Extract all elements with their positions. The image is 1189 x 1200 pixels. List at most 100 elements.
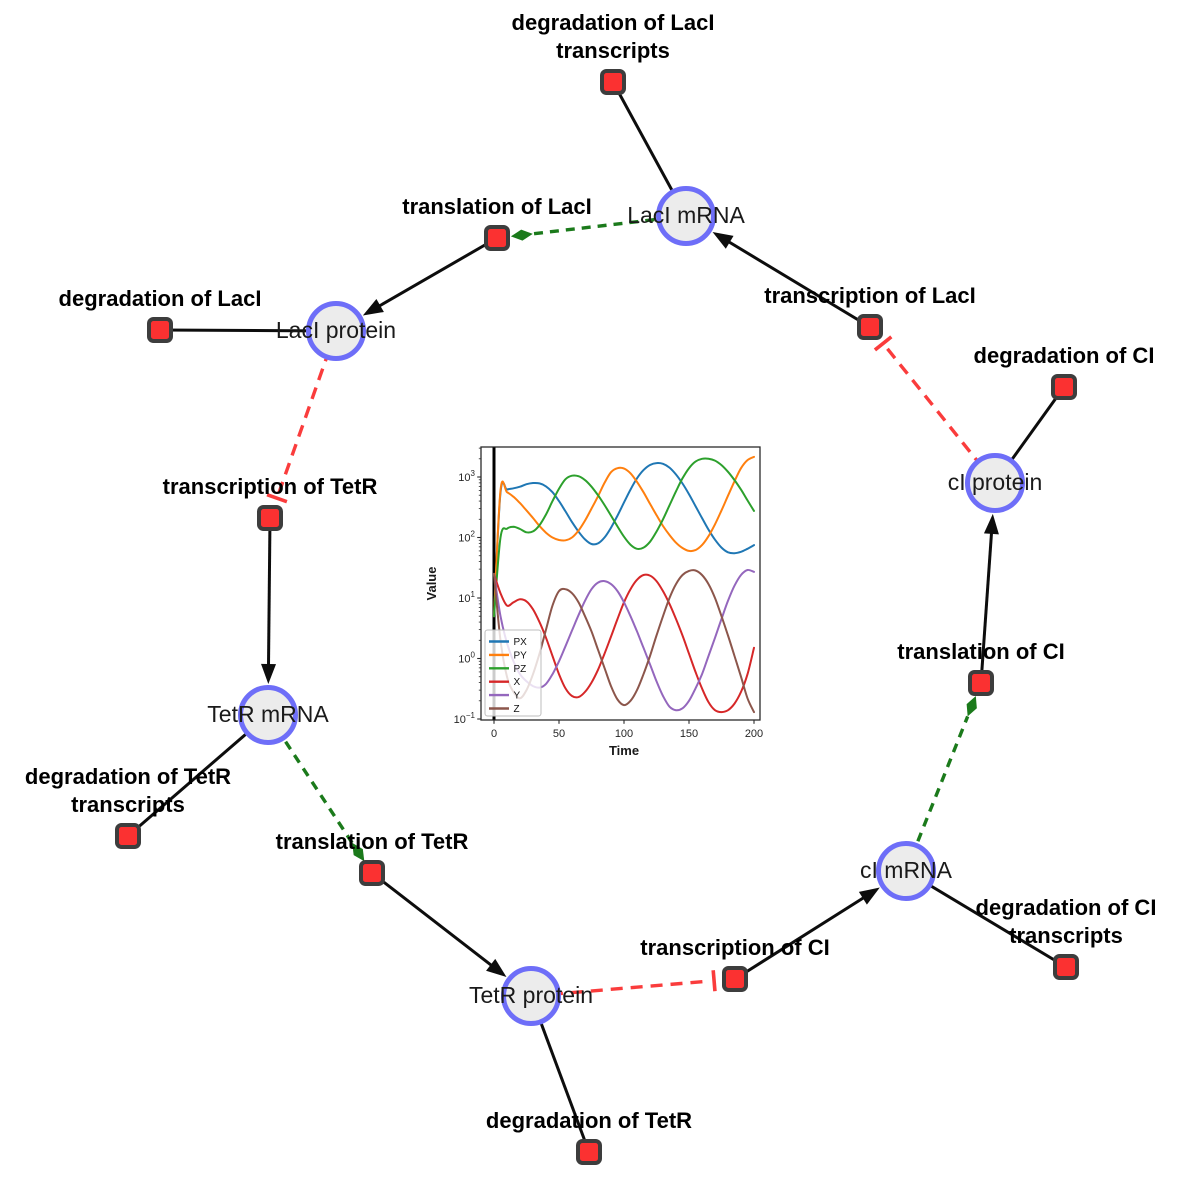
species-label-laci_protein: LacI protein — [276, 317, 396, 343]
arrow-head — [858, 887, 880, 905]
reaction-label-deg_ci: degradation of CI — [974, 343, 1155, 368]
arrow-head — [712, 232, 734, 249]
reaction-label-tx_ci: transcription of CI — [640, 935, 829, 960]
species-label-tetr_protein: TetR protein — [469, 982, 593, 1008]
modifier-diamond — [966, 696, 977, 717]
production-edge-line — [723, 237, 871, 329]
legend-label-Z: Z — [514, 704, 520, 715]
edge-tx_tetr-tetr_mrna — [261, 517, 277, 685]
arrow-head — [261, 663, 277, 685]
consumption-edge-line — [127, 713, 269, 838]
y-tick-label: 10−1 — [454, 711, 476, 726]
legend-label-X: X — [514, 677, 521, 688]
reaction-label-deg_tetr_tx: transcripts — [71, 792, 185, 817]
series-curve-PX — [493, 462, 755, 618]
series-curve-PY — [493, 455, 755, 618]
y-axis-title: Value — [424, 567, 439, 601]
reaction-label-tx_laci: transcription of LacI — [764, 283, 975, 308]
edge-ci_mrna-deg_ci_tx — [905, 869, 1067, 969]
production-edge-line — [371, 871, 497, 970]
y-tick-label: 100 — [458, 651, 475, 666]
nodes-layer — [115, 69, 1079, 1165]
plot-axes-frame — [480, 446, 761, 721]
reaction-node-deg_laci_tx[interactable] — [600, 69, 626, 95]
production-edge-line — [374, 236, 498, 310]
edge-tx_laci-laci_mrna — [712, 232, 871, 329]
y-tick-label: 103 — [458, 469, 475, 484]
edge-laci_mrna-transl_laci — [510, 214, 687, 241]
modifier-diamond — [352, 842, 365, 862]
modifier-diamond — [510, 229, 533, 241]
species-node-ci_mrna[interactable] — [876, 841, 936, 901]
edge-tetr_mrna-transl_tetr — [266, 714, 365, 862]
species-label-laci_mrna: LacI mRNA — [627, 202, 745, 228]
reaction-node-deg_laci[interactable] — [147, 317, 173, 343]
species-node-laci_protein[interactable] — [306, 301, 366, 361]
edge-transl_ci-ci_protein — [979, 513, 999, 684]
production-edge-line — [734, 893, 869, 981]
series-curve-PZ — [493, 457, 755, 618]
edge-transl_tetr-tetr_protein — [371, 871, 507, 978]
inhibitor-tee — [711, 970, 717, 992]
reaction-label-deg_laci_tx: degradation of LacI — [512, 10, 715, 35]
x-tick-label: 150 — [680, 728, 698, 740]
species-label-ci_protein: cI protein — [948, 469, 1043, 495]
reaction-node-tx_laci[interactable] — [857, 314, 883, 340]
reaction-node-deg_ci[interactable] — [1051, 374, 1077, 400]
reaction-node-transl_tetr[interactable] — [359, 860, 385, 886]
x-tick-label: 0 — [491, 728, 497, 740]
plot-legend: PX PY PZ XYZ — [484, 629, 542, 717]
edges-layer — [127, 81, 1067, 1153]
legend-label-Y: Y — [514, 691, 521, 702]
y-tick-label: 101 — [458, 590, 475, 605]
reaction-node-transl_laci[interactable] — [484, 225, 510, 251]
species-node-tetr_protein[interactable] — [501, 966, 561, 1026]
reaction-node-deg_tetr_tx[interactable] — [115, 823, 141, 849]
reaction-label-transl_laci: translation of LacI — [402, 194, 591, 219]
reaction-label-transl_ci: translation of CI — [897, 639, 1064, 664]
x-tick-label: 100 — [615, 728, 633, 740]
reaction-label-deg_ci_tx: transcripts — [1009, 923, 1123, 948]
reaction-label-tx_tetr: transcription of TetR — [163, 474, 378, 499]
reaction-label-deg_tetr: degradation of TetR — [486, 1108, 692, 1133]
reaction-label-deg_laci_tx: transcripts — [556, 38, 670, 63]
modifier-edge-line — [532, 214, 687, 236]
arrow-head — [983, 513, 999, 535]
consumption-edge-line — [905, 869, 1067, 969]
labels-layer: degradation of LacI transcripts translatio… — [25, 10, 1157, 1133]
legend-label-PX: PX — [514, 637, 528, 648]
species-label-tetr_mrna: TetR mRNA — [207, 701, 329, 727]
reaction-node-tx_ci[interactable] — [722, 966, 748, 992]
modifier-edge-line — [904, 715, 970, 872]
production-edge-line — [266, 517, 272, 671]
x-tick-label: 200 — [745, 728, 763, 740]
reaction-label-deg_ci_tx: degradation of CI — [976, 895, 1157, 920]
legend-label-PZ: PZ — [514, 664, 527, 675]
y-tick-label: 102 — [458, 530, 475, 545]
arrow-head — [486, 958, 507, 978]
reaction-node-deg_tetr[interactable] — [576, 1139, 602, 1165]
edge-tetr_mrna-deg_tetr_tx — [127, 713, 269, 838]
x-tick-label: 50 — [553, 728, 565, 740]
arrow-head — [362, 298, 384, 316]
inhibitor-tee — [266, 493, 288, 504]
reaction-node-tx_tetr[interactable] — [257, 505, 283, 531]
inhibitor-tee — [873, 335, 893, 352]
reaction-node-deg_ci_tx[interactable] — [1053, 954, 1079, 980]
species-node-tetr_mrna[interactable] — [238, 685, 298, 745]
species-label-ci_mrna: cI mRNA — [860, 857, 953, 883]
species-node-laci_mrna[interactable] — [656, 186, 716, 246]
x-axis-title: Time — [609, 743, 639, 758]
edge-ci_mrna-transl_ci — [904, 696, 977, 872]
legend-label-PY: PY — [514, 650, 528, 661]
reaction-node-transl_ci[interactable] — [968, 670, 994, 696]
species-node-ci_protein[interactable] — [965, 453, 1025, 513]
edge-transl_laci-laci_protein — [362, 236, 498, 316]
reaction-label-transl_tetr: translation of TetR — [276, 829, 469, 854]
reaction-label-deg_laci: degradation of LacI — [59, 286, 262, 311]
reaction-label-deg_tetr_tx: degradation of TetR — [25, 764, 231, 789]
production-edge-line — [979, 527, 994, 684]
